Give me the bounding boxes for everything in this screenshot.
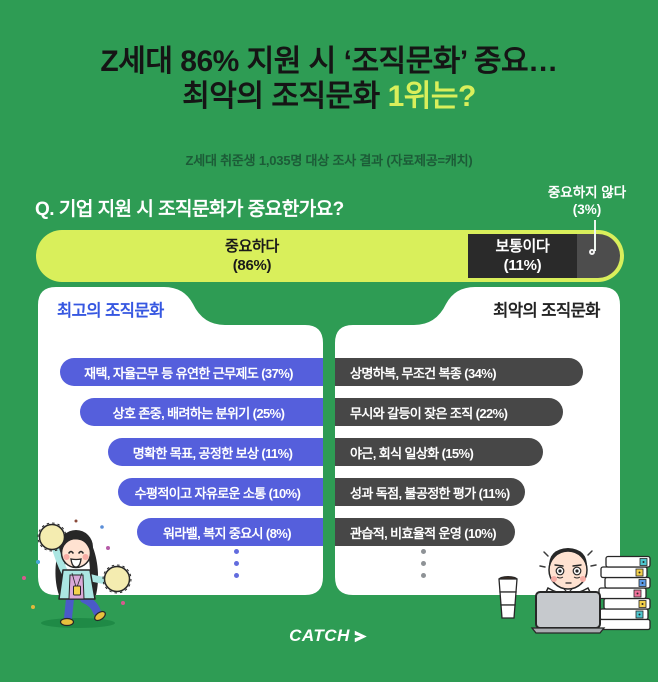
question-heading: Q. 기업 지원 시 조직문화가 중요한가요?	[35, 199, 344, 220]
bar-label-neutral: 보통이다 (11%)	[468, 230, 577, 282]
worst-rank-5-pill: 관습적, 비효율적 운영 (10%)	[335, 518, 515, 546]
bar-label-important-text: 중요하다	[224, 238, 279, 255]
tired-office-worker-illustration	[498, 548, 651, 634]
survey-source-note: Z세대 취준생 1,035명 대상 조사 결과 (자료제공=캐치)	[185, 153, 473, 168]
bar-label-important-value: (86%)	[232, 257, 272, 274]
best-rank-3-pill: 명확한 목표, 공정한 보상 (11%)	[108, 438, 323, 466]
title-line2-accent: 1위는?	[387, 80, 477, 113]
brand-arrow-icon	[354, 630, 367, 642]
worst-rank-2-pill: 무시와 갈등이 잦은 조직 (22%)	[335, 398, 563, 426]
worst-rank-3-pill: 야근, 회식 일상화 (15%)	[335, 438, 543, 466]
worst-panel-title: 최악의 조직문화	[493, 302, 600, 320]
best-rank-2-pill: 상호 존중, 배려하는 분위기 (25%)	[80, 398, 323, 426]
best-rank-1-pill: 재택, 자율근무 등 유연한 근무제도 (37%)	[60, 358, 323, 386]
bar-label-neutral-text: 보통이다	[495, 238, 550, 255]
bar-segment-not-important	[577, 234, 620, 278]
best-panel-title: 최고의 조직문화	[57, 302, 164, 320]
cheerleader-girl-illustration	[22, 519, 132, 628]
bar-segment-neutral	[468, 234, 577, 278]
callout-not-important: 중요하지 않다 (3%)	[517, 184, 657, 218]
title-line1: Z세대 86% 지원 시 ‘조직문화’ 중요…	[100, 45, 558, 78]
best-rank-4-pill: 수평적이고 자유로운 소통 (10%)	[118, 478, 323, 506]
page-title: Z세대 86% 지원 시 ‘조직문화’ 중요… 최악의 조직문화 1위는?	[0, 44, 658, 114]
more-items-ellipsis-icon	[234, 549, 239, 578]
more-items-ellipsis-icon	[421, 549, 426, 578]
callout-connector-line	[594, 220, 596, 251]
title-line2-prefix: 최악의 조직문화	[182, 80, 388, 113]
bar-dark-segments	[468, 234, 620, 278]
brand-logo-text: CATCH	[289, 626, 350, 645]
worst-rank-4-pill: 성과 독점, 불공정한 평가 (11%)	[335, 478, 525, 506]
brand-logo: CATCH	[0, 626, 658, 646]
callout-value: (3%)	[572, 202, 602, 217]
bar-label-neutral-value: (11%)	[503, 257, 542, 274]
title-line2: 최악의 조직문화 1위는?	[0, 79, 658, 114]
worst-rank-1-pill: 상명하복, 무조건 복종 (34%)	[335, 358, 583, 386]
callout-dot-marker	[589, 249, 595, 255]
best-rank-5-pill: 워라밸, 복지 중요시 (8%)	[137, 518, 323, 546]
bar-label-important: 중요하다 (86%)	[36, 230, 468, 282]
callout-label: 중요하지 않다	[547, 185, 627, 200]
survey-result-bar: 중요하다 (86%) 보통이다 (11%)	[36, 230, 624, 282]
